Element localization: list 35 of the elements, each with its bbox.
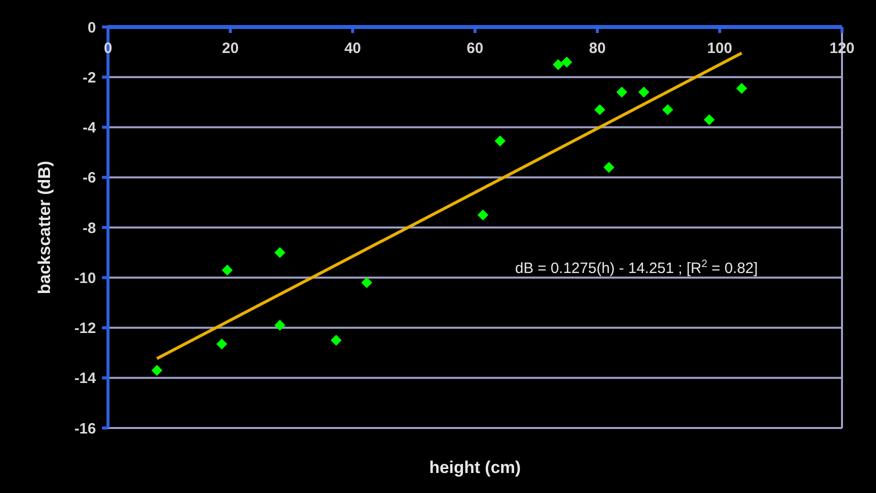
point [561,56,572,68]
y-tick-label: -6 [82,170,96,187]
point [216,338,228,350]
y-tick-label: -8 [82,220,96,237]
point [638,86,650,98]
y-axis-title: backscatter (dB) [35,160,54,294]
point [662,104,674,116]
y-tick-label: -16 [74,420,96,438]
point [151,364,162,376]
point [361,277,372,288]
point [616,86,628,98]
x-axis-title: height (cm) [429,458,521,477]
point [477,209,488,220]
point [594,104,606,116]
point [330,334,342,346]
annotation: dB = 0.1275(h) - 14.251 ; [R$^{2}$ = 0.82] [515,258,758,277]
x-tick-label: 80 [588,40,606,57]
point [274,320,286,331]
x-tick-label: 40 [344,40,362,57]
x-tick-label: 60 [466,40,484,57]
point [494,136,506,147]
point [222,264,233,276]
x-tick-label: 100 [707,40,732,57]
y-tick-label: -10 [74,270,96,287]
point [603,162,614,173]
point [736,82,748,94]
y-tick-label: 0 [88,19,96,36]
y-tick-label: -12 [74,320,96,337]
x-tick-label: 20 [222,40,239,57]
point [552,59,564,70]
y-tick-label: -2 [82,69,96,86]
y-tick-label: -14 [74,370,97,388]
y-tick-label: -4 [82,120,97,136]
point [704,114,715,126]
point [274,247,286,258]
